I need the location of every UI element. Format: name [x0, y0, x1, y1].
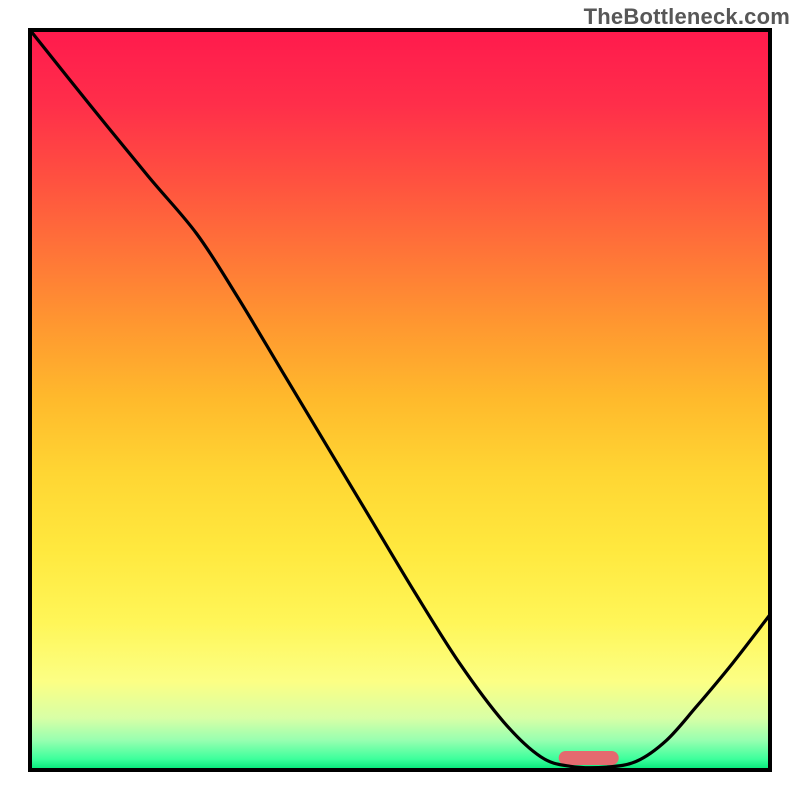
- bottleneck-chart: TheBottleneck.com: [0, 0, 800, 800]
- optimal-marker: [559, 751, 619, 765]
- chart-svg: [0, 0, 800, 800]
- watermark-text: TheBottleneck.com: [584, 4, 790, 30]
- plot-background: [30, 30, 770, 770]
